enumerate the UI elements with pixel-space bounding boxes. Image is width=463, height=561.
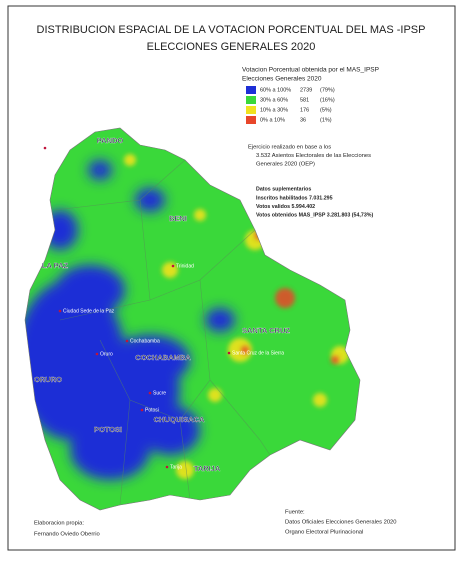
city-label: Oruro — [100, 351, 113, 357]
department-label: ORURO — [34, 375, 62, 384]
supplementary-line: Votos validos 5.994.402 — [256, 204, 315, 210]
city-marker — [171, 264, 175, 268]
legend-percent: (16%) — [320, 97, 335, 103]
city-label: Sucre — [153, 390, 166, 396]
credit-left: Fernando Oviedo Oberrio — [34, 532, 100, 538]
city-label: Tarija — [170, 464, 182, 470]
note: 3.532 Asientos Electorales de las Elecci… — [256, 153, 371, 159]
city-marker — [95, 352, 99, 356]
city-label: Cochabamba — [130, 338, 160, 344]
frame — [7, 5, 456, 551]
department-label: TARIJA — [194, 464, 221, 473]
legend-swatch — [246, 106, 256, 114]
city-marker — [227, 351, 231, 355]
city-marker — [148, 391, 152, 395]
department-label: LA PAZ — [42, 261, 69, 270]
supplementary-line: Inscritos habilitados 7.031.295 — [256, 195, 333, 201]
credit-left: Elaboracion propia: — [34, 521, 84, 527]
department-label: CHUQUISACA — [154, 415, 205, 424]
city-marker — [125, 339, 129, 343]
city-label: Cobija — [48, 145, 62, 151]
legend-range: 60% a 100% — [260, 87, 291, 93]
city-marker — [58, 309, 62, 313]
legend-range: 30% a 60% — [260, 97, 288, 103]
supplementary-line: Votos obtenidos MAS_IPSP 3.281.803 (54,7… — [256, 212, 373, 218]
legend-title: Votacion Porcentual obtenida por el MAS_… — [242, 67, 379, 74]
legend-swatch — [246, 96, 256, 104]
legend-count: 581 — [300, 97, 309, 103]
city-label: Santa Cruz de la Sierra — [232, 350, 284, 356]
city-label: Ciudad Sede de la Paz — [63, 308, 115, 314]
supplementary-title: Datos suplementarios — [256, 186, 311, 192]
country-outline — [24, 127, 361, 511]
legend-percent: (5%) — [320, 107, 332, 113]
city-marker — [165, 465, 169, 469]
title: ELECCIONES GENERALES 2020 — [147, 41, 316, 53]
city-label: Trinidad — [176, 263, 194, 269]
city-marker — [43, 146, 47, 150]
note: Generales 2020 (OEP) — [256, 162, 315, 168]
department-label: BENI — [169, 214, 187, 223]
legend-range: 10% a 30% — [260, 107, 288, 113]
legend-percent: (79%) — [320, 87, 335, 93]
legend-count: 36 — [300, 117, 306, 123]
department-label: SANTA CRUZ — [242, 326, 290, 335]
city-marker — [140, 408, 144, 412]
credit-right: Organo Electoral Plurinacional — [285, 530, 363, 536]
title: DISTRIBUCION ESPACIAL DE LA VOTACION POR… — [37, 24, 426, 36]
department-label: COCHABAMBA — [135, 353, 191, 362]
legend-range: 0% a 10% — [260, 117, 285, 123]
legend-percent: (1%) — [320, 117, 332, 123]
city-label: Potosi — [145, 407, 159, 413]
note: Ejercicio realizado en base a los — [248, 145, 331, 151]
legend-count: 176 — [300, 107, 309, 113]
legend-subtitle: Elecciones Generales 2020 — [242, 76, 322, 83]
department-label: POTOSI — [94, 425, 122, 434]
legend-count: 2739 — [300, 87, 312, 93]
department-label: PANDO — [97, 136, 124, 145]
legend-swatch — [246, 86, 256, 94]
legend-swatch — [246, 116, 256, 124]
credit-right: Datos Oficiales Elecciones Generales 202… — [285, 520, 397, 526]
credit-right: Fuente: — [285, 510, 305, 516]
